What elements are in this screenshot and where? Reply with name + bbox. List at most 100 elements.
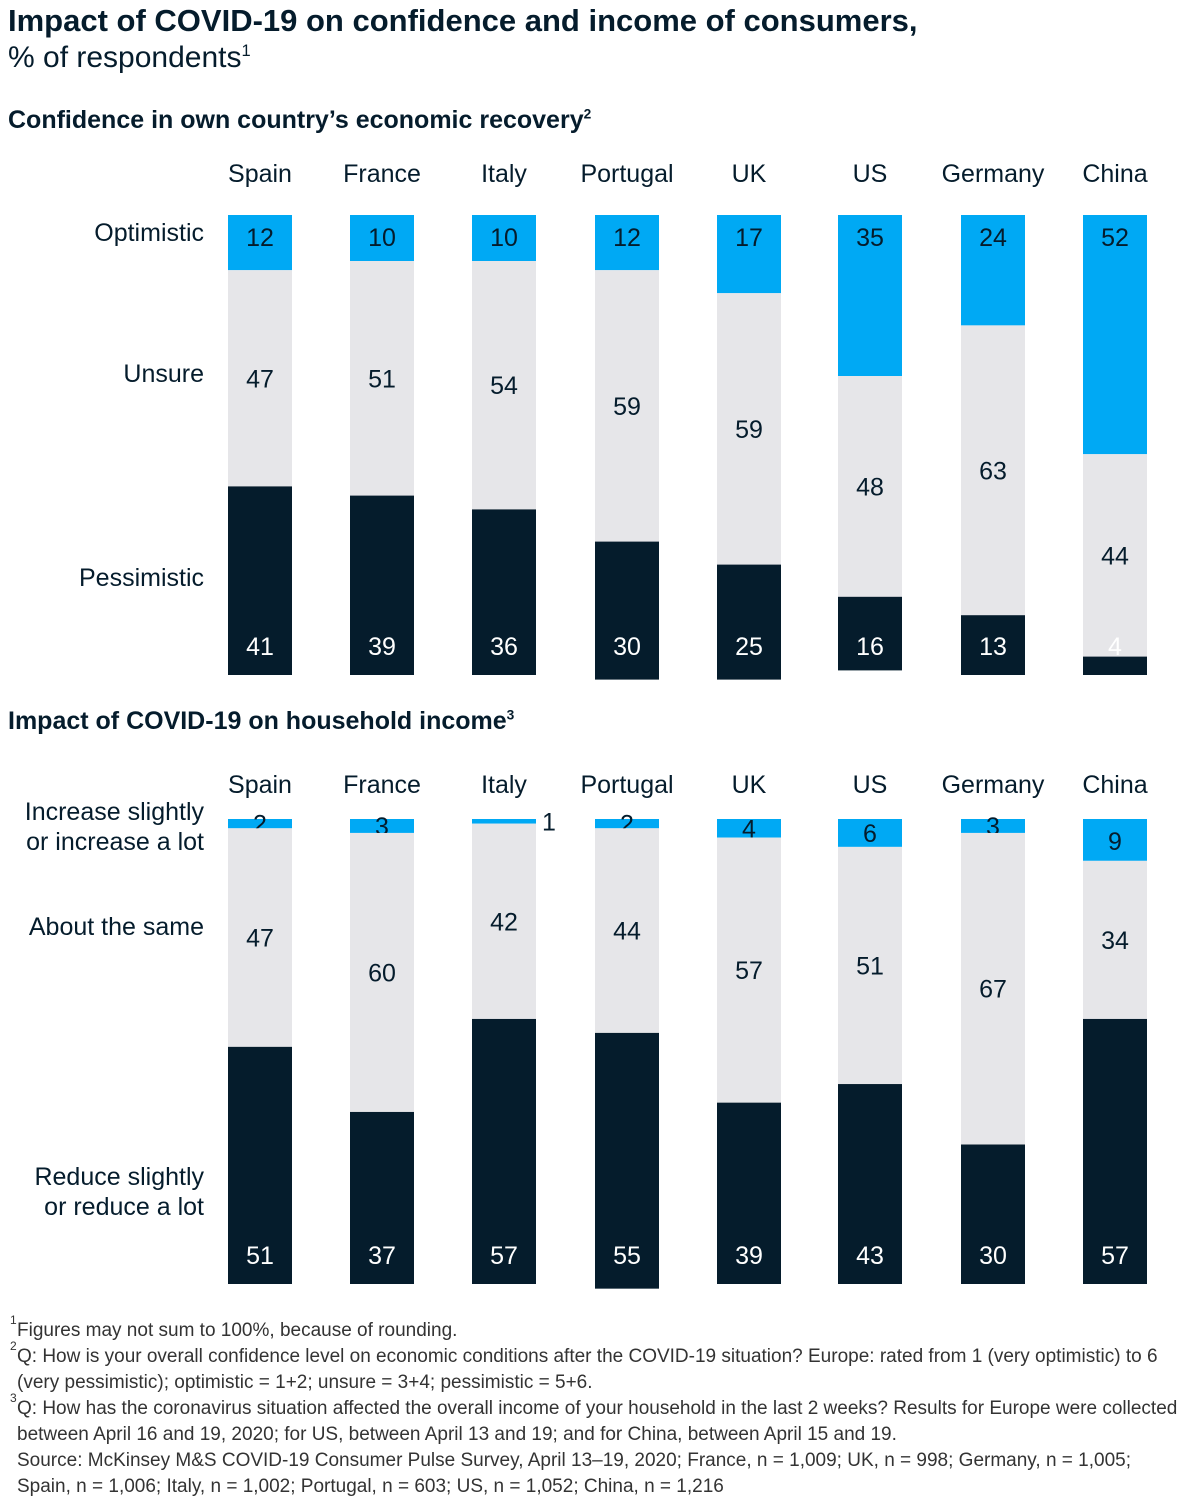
income-chart: Increase slightly or increase a lot About … (25, 771, 1148, 1289)
income-category-label-italy: Italy (481, 771, 527, 799)
income-section-title: Impact of COVID-19 on household income3 (8, 707, 514, 736)
income-category-label-china: China (1082, 771, 1147, 799)
confidence-value-label-italy-optimistic: 10 (490, 224, 518, 252)
income-category-label-germany: Germany (942, 771, 1045, 799)
confidence-bar-china-unsure (1083, 454, 1147, 657)
confidence-bar-germany-pessimistic (961, 615, 1025, 675)
confidence-bar-france-optimistic (350, 215, 414, 261)
income-value-label-china-reduce-slightly-or-reduce-a-lot: 57 (1101, 1242, 1129, 1270)
income-value-label-us-about-the-same: 51 (856, 952, 884, 980)
confidence-section-title: Confidence in own country’s economic rec… (8, 106, 591, 135)
income-footnote-ref: 3 (506, 707, 515, 723)
income-bar-germany-increase-slightly-or-increase-a-lot (961, 819, 1025, 833)
income-category-label-spain: Spain (228, 771, 292, 799)
income-bar-france-about-the-same (350, 832, 414, 1112)
confidence-bar-us-pessimistic (838, 596, 902, 671)
income-value-label-france-about-the-same: 60 (368, 959, 396, 987)
confidence-value-label-uk-optimistic: 17 (735, 224, 763, 252)
income-category-label-portugal: Portugal (580, 771, 673, 799)
income-bar-italy-increase-slightly-or-increase-a-lot (472, 819, 536, 824)
confidence-value-label-portugal-optimistic: 12 (613, 224, 641, 252)
income-bar-china-about-the-same (1083, 860, 1147, 1019)
income-value-label-spain-reduce-slightly-or-reduce-a-lot: 51 (246, 1242, 274, 1270)
income-category-label-uk: UK (732, 771, 767, 799)
confidence-value-label-uk-pessimistic: 25 (735, 633, 763, 661)
source-note: Source: McKinsey M&S COVID-19 Consumer P… (17, 1450, 1131, 1497)
confidence-bar-china-pessimistic (1083, 656, 1147, 675)
confidence-value-label-germany-unsure: 63 (979, 457, 1007, 485)
income-value-label-italy-about-the-same: 42 (490, 908, 518, 936)
income-value-label-germany-reduce-slightly-or-reduce-a-lot: 30 (979, 1242, 1007, 1270)
confidence-bar-portugal-optimistic (595, 215, 659, 271)
income-bar-france-reduce-slightly-or-reduce-a-lot (350, 1111, 414, 1284)
confidence-value-label-us-optimistic: 35 (856, 224, 884, 252)
confidence-section-title-text: Confidence in own country’s economic rec… (8, 106, 584, 134)
confidence-series-label-line: Optimistic (94, 219, 204, 247)
confidence-bar-spain-optimistic (228, 215, 292, 271)
confidence-value-label-china-pessimistic: 4 (1108, 633, 1122, 661)
confidence-series-label-pessimistic: Pessimistic (79, 564, 204, 592)
confidence-bar-china-optimistic (1083, 215, 1147, 455)
income-section-title-text: Impact of COVID-19 on household income (8, 707, 507, 735)
subtitle-text: % of respondents (8, 41, 242, 74)
chart-title: Impact of COVID-19 on confidence and inc… (8, 3, 918, 38)
income-bar-portugal-increase-slightly-or-increase-a-lot (595, 819, 659, 829)
income-value-label-portugal-reduce-slightly-or-reduce-a-lot: 55 (613, 1242, 641, 1270)
confidence-bar-italy-unsure (472, 261, 536, 510)
confidence-bar-uk-pessimistic (717, 564, 781, 680)
confidence-category-label-us: US (853, 160, 888, 188)
income-bar-portugal-reduce-slightly-or-reduce-a-lot (595, 1032, 659, 1289)
confidence-bar-us-optimistic (838, 215, 902, 376)
income-value-label-uk-increase-slightly-or-increase-a-lot: 4 (742, 815, 756, 843)
chart-subtitle: % of respondents1 (8, 40, 251, 76)
confidence-value-label-france-optimistic: 10 (368, 224, 396, 252)
income-value-label-france-reduce-slightly-or-reduce-a-lot: 37 (368, 1242, 396, 1270)
confidence-value-label-italy-unsure: 54 (490, 372, 518, 400)
confidence-chart: Optimistic Unsure Pessimistic Spain 12 47 41 Fr… (79, 160, 1148, 680)
confidence-category-label-france: France (343, 160, 421, 188)
confidence-value-label-france-pessimistic: 39 (368, 633, 396, 661)
income-value-label-spain-about-the-same: 47 (246, 925, 274, 953)
confidence-series-label-line: Pessimistic (79, 564, 204, 592)
income-series-label-line: or increase a lot (26, 828, 204, 856)
income-series-label-reduce-slightly-or-reduce-a-lot: Reduce slightly or reduce a lot (34, 1163, 204, 1221)
confidence-category-label-spain: Spain (228, 160, 292, 188)
confidence-bar-germany-optimistic (961, 215, 1025, 326)
income-value-label-china-about-the-same: 34 (1101, 927, 1129, 955)
income-value-label-portugal-about-the-same: 44 (613, 918, 641, 946)
confidence-bar-italy-pessimistic (472, 509, 536, 675)
income-value-label-uk-about-the-same: 57 (735, 957, 763, 985)
confidence-value-label-italy-pessimistic: 36 (490, 633, 518, 661)
confidence-bar-uk-unsure (717, 293, 781, 565)
income-bar-us-increase-slightly-or-increase-a-lot (838, 819, 902, 847)
confidence-value-label-china-optimistic: 52 (1101, 224, 1129, 252)
income-bar-us-about-the-same (838, 846, 902, 1085)
confidence-value-label-spain-pessimistic: 41 (246, 633, 274, 661)
footnote-3-text: Q: How has the coronavirus situation aff… (17, 1398, 1178, 1445)
income-bar-uk-about-the-same (717, 837, 781, 1103)
income-series-label-line: Increase slightly (25, 798, 205, 826)
income-value-label-germany-about-the-same: 67 (979, 976, 1007, 1004)
confidence-value-label-portugal-pessimistic: 30 (613, 633, 641, 661)
income-value-label-china-increase-slightly-or-increase-a-lot: 9 (1108, 828, 1122, 856)
income-value-label-uk-reduce-slightly-or-reduce-a-lot: 39 (735, 1242, 763, 1270)
confidence-bar-france-pessimistic (350, 495, 414, 675)
confidence-value-label-germany-optimistic: 24 (979, 224, 1007, 252)
income-bar-spain-increase-slightly-or-increase-a-lot (228, 819, 292, 829)
confidence-footnote-ref: 2 (583, 106, 592, 122)
confidence-category-label-uk: UK (732, 160, 767, 188)
confidence-bar-france-unsure (350, 261, 414, 496)
confidence-bar-uk-optimistic (717, 215, 781, 294)
confidence-series-label-unsure: Unsure (123, 360, 204, 388)
income-bar-us-reduce-slightly-or-reduce-a-lot (838, 1084, 902, 1284)
income-bar-china-increase-slightly-or-increase-a-lot (1083, 819, 1147, 861)
subtitle-footnote-ref: 1 (241, 42, 251, 60)
income-bar-uk-reduce-slightly-or-reduce-a-lot (717, 1102, 781, 1284)
income-value-label-us-increase-slightly-or-increase-a-lot: 6 (863, 820, 877, 848)
income-series-label-increase-slightly-or-increase-a-lot: Increase slightly or increase a lot (25, 798, 205, 856)
confidence-value-label-us-unsure: 48 (856, 473, 884, 501)
confidence-value-label-china-unsure: 44 (1101, 542, 1129, 570)
income-category-label-france: France (343, 771, 421, 799)
confidence-series-label-line: Unsure (123, 360, 204, 388)
footnote-2: 2 Q: How is your overall confidence level… (10, 1339, 1158, 1393)
